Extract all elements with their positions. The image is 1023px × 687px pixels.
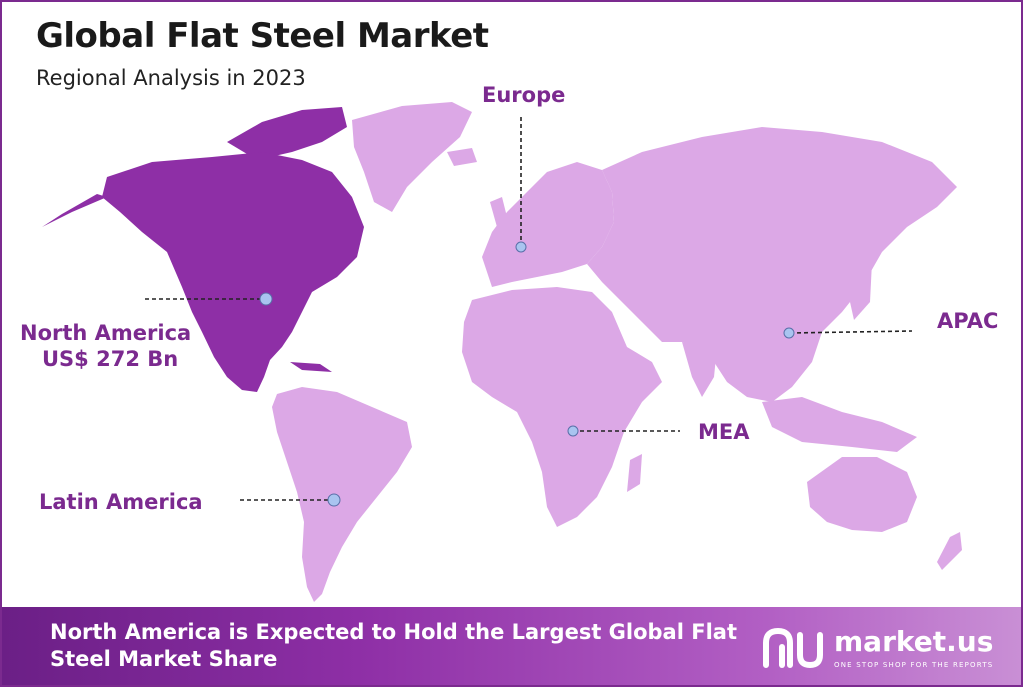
latin-america-marker [327, 493, 341, 507]
india-shape [682, 342, 717, 397]
asia-shape [587, 127, 957, 402]
arctic-islands-shape [227, 107, 347, 160]
southeast-asia-shape [762, 397, 917, 452]
iceland-shape [447, 148, 477, 166]
australia-shape [807, 457, 917, 532]
japan-shape [850, 262, 872, 320]
greenland-shape [352, 102, 472, 212]
north-america-label: North America US$ 272 Bn [20, 320, 191, 372]
market-us-logo-icon [763, 627, 823, 669]
africa-shape [462, 287, 662, 527]
page-subtitle: Regional Analysis in 2023 [36, 66, 306, 90]
page-title: Global Flat Steel Market [36, 16, 489, 56]
brand-name: market.us [834, 625, 994, 658]
new-zealand-shape [937, 532, 962, 570]
europe-marker [515, 241, 527, 253]
mea-label: MEA [698, 420, 750, 444]
apac-label: APAC [937, 309, 999, 333]
footer-banner: North America is Expected to Hold the La… [2, 607, 1021, 685]
north-america-marker [259, 292, 273, 306]
latin-america-shape [272, 387, 412, 602]
north-america-name: North America [20, 321, 192, 345]
north-america-shape [102, 152, 364, 392]
brand-block: market.us ONE STOP SHOP FOR THE REPORTS [762, 625, 1012, 675]
caribbean-shape [290, 362, 332, 372]
madagascar-shape [627, 454, 642, 492]
footer-text: North America is Expected to Hold the La… [50, 620, 737, 671]
apac-connector [789, 330, 913, 334]
europe-shape [482, 162, 614, 287]
uk-shape [490, 197, 507, 227]
apac-marker [783, 327, 795, 339]
alaska-shape [42, 194, 107, 227]
mea-marker [567, 425, 579, 437]
brand-tagline: ONE STOP SHOP FOR THE REPORTS [834, 661, 994, 669]
north-america-value: US$ 272 Bn [42, 347, 179, 371]
europe-label: Europe [482, 83, 566, 107]
latin-america-label: Latin America [39, 490, 203, 514]
